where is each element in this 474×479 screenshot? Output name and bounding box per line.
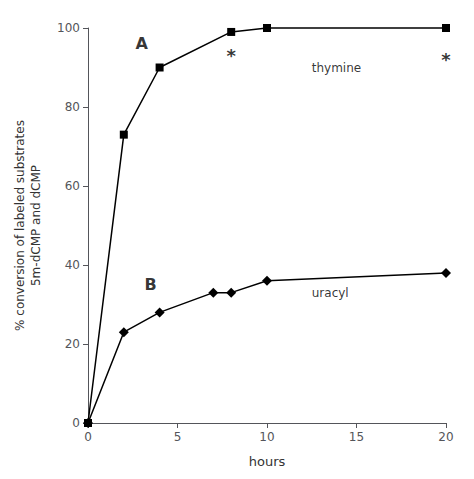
svg-text:80: 80: [65, 100, 80, 114]
svg-text:*: *: [226, 45, 236, 66]
svg-text:uracyl: uracyl: [312, 286, 349, 300]
svg-text:10: 10: [259, 430, 274, 444]
svg-text:*: *: [441, 49, 451, 70]
svg-text:5: 5: [174, 430, 182, 444]
svg-text:15: 15: [349, 430, 364, 444]
svg-text:hours: hours: [249, 454, 286, 469]
svg-text:0: 0: [84, 430, 92, 444]
svg-text:100: 100: [57, 21, 80, 35]
svg-text:% conversion of labeled substr: % conversion of labeled substrates: [13, 120, 27, 331]
svg-text:5m-dCMP and dCMP: 5m-dCMP and dCMP: [29, 165, 43, 286]
svg-text:B: B: [145, 275, 157, 294]
svg-text:20: 20: [438, 430, 453, 444]
svg-text:20: 20: [65, 337, 80, 351]
svg-text:60: 60: [65, 179, 80, 193]
svg-text:thymine: thymine: [312, 61, 361, 75]
svg-text:40: 40: [65, 258, 80, 272]
svg-text:A: A: [136, 34, 149, 53]
svg-text:0: 0: [72, 416, 80, 430]
